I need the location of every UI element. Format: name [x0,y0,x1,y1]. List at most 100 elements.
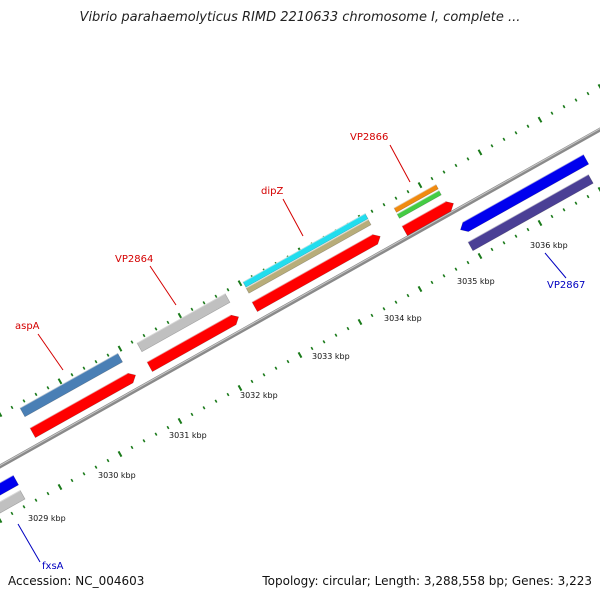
minor-tick [34,498,38,502]
cds-reverse-vp2867-highlight [462,153,584,223]
minor-tick [202,301,206,305]
leader-line-vp2864 [149,265,177,306]
minor-tick [82,472,86,476]
major-tick [117,345,123,352]
minor-tick [346,326,350,331]
minor-tick [574,98,578,102]
major-tick [117,450,123,458]
minor-tick [226,392,230,397]
gene-label-vp2866: VP2866 [350,132,388,143]
major-tick [297,351,303,359]
gene-dipz-cyan-highlight [242,213,366,283]
gene-label-vp2864: VP2864 [115,254,153,265]
gene-dipz-khaki-highlight [245,219,369,289]
minor-tick [442,170,446,174]
cds-reverse-fxsA-highlight [0,474,14,484]
minor-tick [454,267,458,271]
minor-tick [394,196,398,200]
cds-forward-vp2864 [146,314,240,373]
minor-tick [10,405,14,410]
minor-tick [190,307,194,312]
minor-tick [550,111,554,115]
minor-tick [46,386,50,390]
lower-tick-row [0,186,600,524]
tick-label: 3029 kbp [28,514,66,523]
minor-tick [442,274,446,278]
minor-tick [466,260,470,265]
backbone-highlight [0,128,600,466]
gene-label-dipz: dipZ [261,186,283,197]
minor-tick [250,379,254,384]
chromosome-backbone [0,127,600,469]
minor-tick [466,157,470,161]
minor-tick [46,491,50,496]
minor-tick [406,189,410,194]
minor-tick [82,366,86,370]
cds-forward-vp2864-highlight [146,314,232,363]
gene-label-vp2867: VP2867 [547,280,585,291]
minor-tick [430,176,434,181]
minor-tick [190,412,194,417]
minor-tick [526,124,530,128]
leader-line-aspa [37,333,64,371]
cds-forward-dipz-highlight [251,233,373,303]
minor-tick [106,458,110,463]
minor-tick [502,241,506,245]
minor-tick [10,511,14,516]
minor-tick [514,131,518,135]
gene-fxsA [0,489,26,514]
cds-reverse-vp2867 [460,154,590,232]
minor-tick [334,333,338,337]
cds-forward-aspA-highlight [29,372,128,429]
leader-line-fxsa [17,523,41,563]
gene-aspA-highlight [19,352,118,409]
major-tick [0,517,3,524]
minor-tick [274,366,278,370]
minor-tick [130,445,134,450]
gene-vp2867-highlight [467,173,589,243]
minor-tick [526,227,530,232]
accession-text: Accession: NC_004603 [8,574,145,588]
major-tick [357,318,363,326]
leader-line-vp2866 [389,144,411,183]
minor-tick [202,406,206,410]
major-tick [57,483,63,491]
minor-tick [214,399,218,403]
minor-tick [562,208,566,212]
minor-tick [166,320,170,325]
minor-tick [130,340,134,344]
major-tick [477,149,483,156]
gene-vp2866-green-highlight [396,190,440,215]
leader-line-vp2867 [544,252,567,279]
genome-summary: Topology: circular; Length: 3,288,558 bp… [262,574,592,588]
minor-tick [406,293,410,298]
gene-labels: aspA VP2864 dipZ VP2866 VP2867 fxsA [15,132,585,572]
gene-label-aspa: aspA [15,321,40,332]
minor-tick [370,313,374,318]
minor-tick [310,346,314,351]
tick-label: 3034 kbp [384,314,422,323]
major-tick [57,378,63,385]
minor-tick [70,478,74,483]
minor-tick [550,214,554,219]
minor-tick [490,144,494,148]
gene-vp2866-orange-highlight [393,184,437,209]
minor-tick [214,294,218,298]
major-tick [477,252,483,260]
minor-tick [22,399,26,403]
minor-tick [106,353,110,357]
minor-tick [226,288,230,292]
tick-label: 3030 kbp [98,471,136,480]
major-tick [237,280,243,287]
scale-tick-labels: 3029 kbp 3030 kbp 3031 kbp 3032 kbp 3033 kbp… [28,241,568,523]
tick-label: 3036 kbp [530,241,568,250]
minor-tick [94,359,98,364]
tick-label: 3035 kbp [457,277,495,286]
major-tick [237,384,243,392]
minor-tick [154,327,158,331]
minor-tick [454,163,458,168]
minor-tick [262,373,266,377]
major-tick [177,312,183,320]
gene-fxsA-highlight [0,489,21,503]
tick-label: 3032 kbp [240,391,278,400]
